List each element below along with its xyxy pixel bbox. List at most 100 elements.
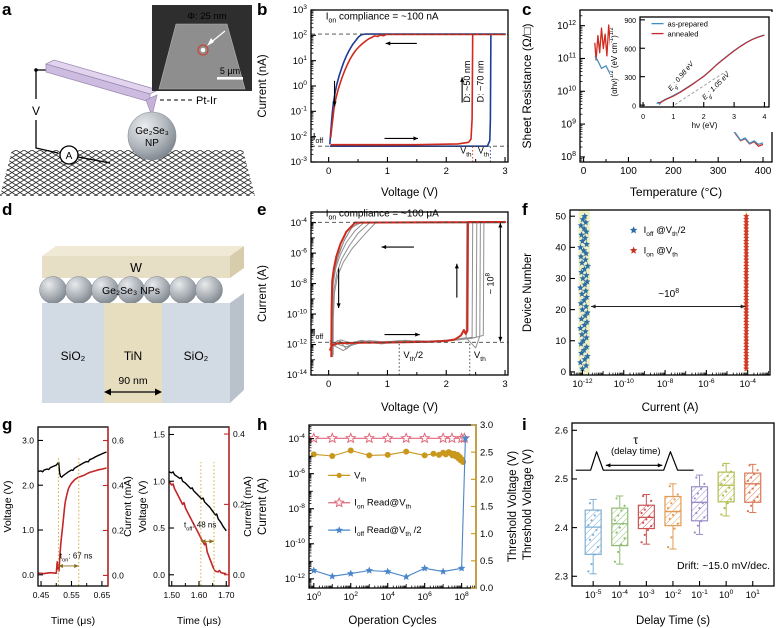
svg-text:108: 108 xyxy=(561,151,576,163)
chart-f-device-distribution: Ioff @Vth/2 Ion @Vth ~108 10-12 10-10 10-8 10-… xyxy=(522,209,771,414)
svg-text:3: 3 xyxy=(732,114,736,121)
chart-f-device-distribution: Ioff @Vth/2 Ion @Vth ~108 10-12 10-10 10-8 10-… xyxy=(520,200,780,415)
svg-text:Ion @Vth: Ion @Vth xyxy=(644,245,679,258)
svg-text:1.70: 1.70 xyxy=(218,590,235,600)
svg-text:10-4: 10-4 xyxy=(612,589,629,601)
svg-text:10-12: 10-12 xyxy=(287,339,307,351)
svg-text:10-10: 10-10 xyxy=(614,378,634,390)
svg-text:toff: 48 ns: toff: 48 ns xyxy=(184,520,216,532)
svg-text:100: 100 xyxy=(719,589,734,601)
svg-text:10-6: 10-6 xyxy=(698,378,715,390)
svg-text:103: 103 xyxy=(293,4,308,16)
svg-text:0: 0 xyxy=(326,379,331,390)
svg-text:100: 100 xyxy=(307,591,322,603)
ammeter-icon xyxy=(59,145,79,165)
stack-side-face xyxy=(230,293,244,403)
sem-inset: Φ: 25 nm 5 μm xyxy=(152,5,252,91)
svg-text:0.5: 0.5 xyxy=(480,556,493,567)
svg-text:0: 0 xyxy=(632,103,636,110)
sio2-left-label: SiO₂ xyxy=(61,349,86,363)
svg-text:2: 2 xyxy=(444,379,449,390)
wire-junction-dot xyxy=(34,68,38,72)
svg-text:1.0: 1.0 xyxy=(153,476,165,486)
svg-text:10-10: 10-10 xyxy=(285,538,305,550)
svg-text:~108: ~108 xyxy=(658,288,679,300)
via-width-label: 90 nm xyxy=(118,375,147,387)
svg-text:10-8: 10-8 xyxy=(657,378,674,390)
svg-text:1.50: 1.50 xyxy=(163,590,180,600)
panel-letter-f: f xyxy=(522,200,528,219)
svg-text:0.0: 0.0 xyxy=(153,570,165,580)
svg-text:Vth: Vth xyxy=(478,145,490,158)
svg-text:Current (A): Current (A) xyxy=(257,265,269,322)
svg-text:Current (mA): Current (mA) xyxy=(122,476,134,537)
svg-text:0.0: 0.0 xyxy=(233,570,245,580)
tin-via xyxy=(104,303,162,403)
panel-e: Ion compliance = ~100 μA Ioff Vth/2 Vth ~ 10… xyxy=(255,200,520,415)
svg-text:50: 50 xyxy=(555,211,566,222)
np-row xyxy=(39,276,223,304)
svg-text:2.5: 2.5 xyxy=(555,474,568,485)
svg-text:hν (eV): hν (eV) xyxy=(692,121,718,130)
svg-text:Vth: Vth xyxy=(460,145,472,158)
sio2-right xyxy=(162,303,230,403)
svg-text:4: 4 xyxy=(762,114,766,121)
chart-i-drift: τ(delay time) Drift: ~15.0 mV/dec. 10-5 10-… xyxy=(520,415,780,628)
svg-text:Ioff: Ioff xyxy=(313,328,323,341)
svg-text:2.5: 2.5 xyxy=(480,447,493,458)
panel-letter-d: d xyxy=(2,200,13,219)
svg-text:annealed: annealed xyxy=(668,30,699,39)
svg-text:D: ~50 nm: D: ~50 nm xyxy=(462,61,472,103)
svg-text:10-5: 10-5 xyxy=(585,589,602,601)
svg-text:10-14: 10-14 xyxy=(287,369,307,381)
svg-text:Voltage (V): Voltage (V) xyxy=(2,481,14,533)
chart-h-endurance: Vth Ion Read@Vth Ioff Read@Vth /2 100 102 104… xyxy=(257,420,519,627)
svg-text:10-1: 10-1 xyxy=(291,106,308,118)
svg-text:(delay time): (delay time) xyxy=(611,446,661,457)
svg-text:104: 104 xyxy=(381,591,396,603)
panel-letter-b: b xyxy=(257,0,268,19)
panel-i: τ (delay time) Drift: ~15.0 mV/dec. 10-5 10-… xyxy=(520,415,780,628)
svg-text:2.4: 2.4 xyxy=(555,523,568,534)
svg-text:1010: 1010 xyxy=(557,85,576,97)
svg-text:Current (A): Current (A) xyxy=(642,402,699,414)
panel-h: Vth Ion Read@Vth Ioff Read@Vth /2 100 102 104… xyxy=(255,415,520,628)
chart-i-drift: τ(delay time) Drift: ~15.0 mV/dec. 10-5 10-… xyxy=(522,422,775,627)
device-schematic-tip: V A Ge₂Se₃ NP Pt-Ir Φ: 25 nm 5 μm xyxy=(0,5,255,196)
svg-text:D: ~70 nm: D: ~70 nm xyxy=(475,61,485,103)
svg-text:10-4: 10-4 xyxy=(289,433,306,445)
panel-d: W Ge₂Se₃ NPs SiO₂ TiN SiO₂ 90 nm d xyxy=(0,200,255,415)
svg-text:Sheet Resistance (Ω/□): Sheet Resistance (Ω/□) xyxy=(520,24,534,149)
svg-text:900: 900 xyxy=(624,18,636,25)
tip-material-label: Pt-Ir xyxy=(196,95,217,107)
w-label: W xyxy=(130,261,142,275)
panel-c: HeatingCooling01002003004001012101110101… xyxy=(520,0,780,200)
svg-text:Temperature (°C): Temperature (°C) xyxy=(630,185,722,199)
svg-text:0.5: 0.5 xyxy=(153,523,165,533)
svg-text:Time (μs): Time (μs) xyxy=(51,615,95,627)
svg-text:10-4: 10-4 xyxy=(739,378,756,390)
svg-text:2.3: 2.3 xyxy=(555,571,568,582)
w-electrode-front xyxy=(42,256,230,278)
svg-text:10-2: 10-2 xyxy=(665,589,682,601)
svg-text:0.0: 0.0 xyxy=(112,571,124,581)
svg-text:0.2: 0.2 xyxy=(112,526,124,536)
svg-text:0: 0 xyxy=(561,367,566,378)
sio2-right-label: SiO₂ xyxy=(184,349,209,363)
wire-bottom xyxy=(77,156,111,164)
svg-text:Delay Time (s): Delay Time (s) xyxy=(636,615,710,627)
svg-text:0.4: 0.4 xyxy=(233,429,245,439)
svg-text:Vth/2: Vth/2 xyxy=(403,350,423,363)
svg-text:10: 10 xyxy=(555,336,566,347)
chart-e-device-iv: Ion compliance = ~100 μA Ioff Vth/2 Vth ~ 10… xyxy=(257,208,509,414)
svg-text:10-3: 10-3 xyxy=(291,156,308,168)
svg-text:10-12: 10-12 xyxy=(285,573,305,585)
np-formula: Ge₂Se₃ xyxy=(135,126,169,137)
width-arrowhead-left xyxy=(104,388,111,396)
svg-text:100: 100 xyxy=(293,80,308,92)
panel-letter-i: i xyxy=(522,415,527,434)
svg-text:Eg: 1.05 eV: Eg: 1.05 eV xyxy=(701,71,734,104)
